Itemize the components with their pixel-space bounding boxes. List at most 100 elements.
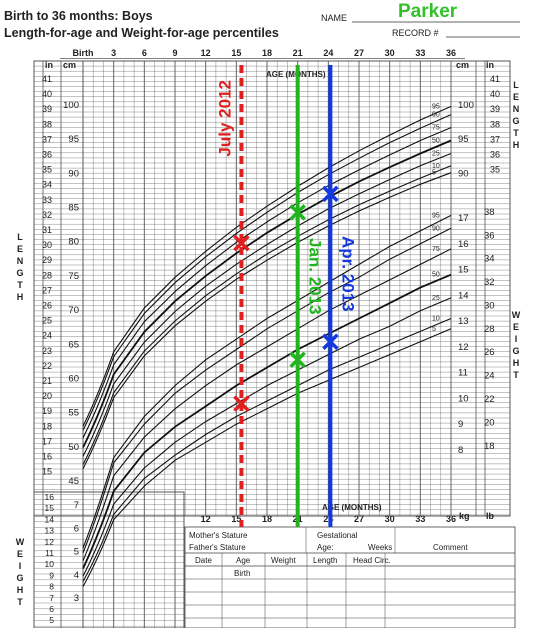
weight-percentile-curve [82, 297, 452, 577]
inch-tick-label-left: 22 [42, 361, 52, 371]
weight-percentile-label: 95 [432, 212, 440, 219]
weight-percentile-label: 10 [432, 316, 440, 323]
lb-tick-label-left: 14 [45, 514, 55, 524]
weight-side-label-left: T [17, 597, 23, 607]
age-tick-label-top: 21 [293, 48, 303, 58]
inch-tick-label-left: 41 [42, 74, 52, 84]
inch-tick-label-left: 21 [42, 376, 52, 386]
inch-tick-label-right: 41 [490, 74, 500, 84]
kg-tick-label-right: 10 [458, 393, 469, 404]
date-marker-label: Jan. 2013 [306, 238, 325, 315]
weight-percentile-curve [82, 328, 452, 587]
gestational-label: Gestational [317, 531, 358, 540]
record-label: RECORD # [392, 28, 439, 38]
length-side-label-left: E [17, 244, 23, 254]
length-percentile-curve [82, 172, 452, 469]
lb-tick-label-right: 18 [484, 441, 495, 452]
inch-tick-label-left: 35 [42, 165, 52, 175]
inch-tick-label-left: 17 [42, 436, 52, 446]
cm-tick-label-left: 90 [68, 168, 79, 179]
date-marker-label: July 2012 [215, 80, 234, 157]
cm-tick-label-left: 70 [68, 305, 79, 316]
chart-title-line2: Length-for-age and Weight-for-age percen… [4, 26, 279, 40]
inch-tick-label-right: 38 [490, 119, 500, 129]
lb-tick-label-right: 28 [484, 324, 495, 335]
head-circ-header: Head Circ. [353, 556, 391, 565]
inch-tick-label-left: 20 [42, 391, 52, 401]
inch-tick-label-left: 30 [42, 240, 52, 250]
measurement-point [289, 351, 306, 369]
cm-tick-label-left: 95 [68, 134, 79, 145]
weight-side-label-left: G [16, 573, 23, 583]
measurement-table: Mother's Stature Father's Stature Gestat… [184, 526, 516, 628]
age-tick-label-bottom: 24 [323, 514, 333, 524]
lb-tick-label-left: 8 [49, 582, 54, 592]
inch-tick-label-left: 27 [42, 285, 52, 295]
lb-tick-label-left: 5 [49, 615, 54, 625]
length-side-label-right: G [512, 116, 519, 126]
age-tick-label-bottom: 18 [262, 514, 272, 524]
cm-tick-label-left: 75 [68, 271, 79, 282]
inch-tick-label-left: 40 [42, 89, 52, 99]
weight-percentile-label: 90 [432, 225, 440, 232]
length-percentile-curve [82, 127, 452, 439]
cm-tick-label-left: 55 [68, 408, 79, 419]
length-percentile-label: 25 [432, 151, 440, 158]
lb-tick-label-left: 16 [45, 492, 55, 502]
kg-tick-label-right: 17 [458, 213, 469, 224]
measurement-point [233, 395, 250, 412]
measurement-point [322, 185, 339, 203]
length-percentile-label: 75 [432, 125, 440, 132]
inch-unit-right: in [486, 60, 494, 70]
inch-tick-label-left: 32 [42, 210, 52, 220]
cm-tick-label-right: 90 [458, 168, 469, 179]
kg-tick-label-right: 8 [458, 445, 463, 456]
lb-tick-label-left: 12 [45, 537, 55, 547]
chart-title-line1: Birth to 36 months: Boys [4, 9, 153, 23]
inch-tick-label-right: 37 [490, 134, 500, 144]
cm-unit-right: cm [456, 60, 469, 70]
cm-tick-label-left: 45 [68, 476, 79, 487]
inch-tick-label-left: 26 [42, 301, 52, 311]
measurement-point [322, 333, 339, 350]
age-tick-label-top: 30 [385, 48, 395, 58]
kg-unit-right: kg [459, 511, 470, 521]
inch-tick-label-left: 18 [42, 421, 52, 431]
age-tick-label-top: 24 [323, 48, 333, 58]
weight-side-label-right: H [513, 358, 520, 368]
weight-percentile-label: 25 [432, 295, 440, 302]
length-side-label-left: L [17, 232, 23, 242]
length-percentile-label: 10 [432, 163, 440, 170]
weight-side-label-right: G [512, 346, 519, 356]
length-side-label-left: G [16, 268, 23, 278]
lb-tick-label-right: 32 [484, 277, 495, 288]
length-percentile-curve [82, 152, 452, 457]
weight-percentile-curve [82, 214, 452, 549]
length-side-label-right: N [513, 104, 520, 114]
age-tick-label-top: 27 [354, 48, 364, 58]
kg-tick-label-left: 7 [74, 500, 79, 511]
cm-tick-label-right: 95 [458, 134, 469, 145]
table-frame [184, 526, 516, 628]
kg-tick-label-left: 3 [74, 593, 79, 604]
lb-tick-label-right: 38 [484, 207, 495, 218]
weight-side-label-right: W [512, 310, 521, 320]
inch-tick-label-left: 15 [42, 467, 52, 477]
kg-tick-label-right: 12 [458, 342, 469, 353]
age-header: Age [236, 556, 251, 565]
lb-tick-label-left: 11 [45, 548, 54, 558]
inch-tick-label-right: 35 [490, 165, 500, 175]
weight-side-label-left: W [16, 537, 25, 547]
age-tick-label-top: 12 [201, 48, 211, 58]
lb-tick-label-left: 13 [45, 526, 55, 536]
lb-tick-label-left: 15 [45, 503, 55, 513]
lb-tick-label-right: 20 [484, 417, 495, 428]
lb-tick-label-right: 36 [484, 230, 495, 241]
age-tick-label-bottom: 33 [415, 514, 425, 524]
inch-tick-label-left: 25 [42, 316, 52, 326]
age-tick-label-top: Birth [73, 48, 94, 58]
weight-side-label-left: E [17, 549, 23, 559]
length-percentile-label: 5 [432, 170, 436, 177]
lb-tick-label-left: 6 [49, 604, 54, 614]
kg-tick-label-right: 15 [458, 265, 469, 276]
